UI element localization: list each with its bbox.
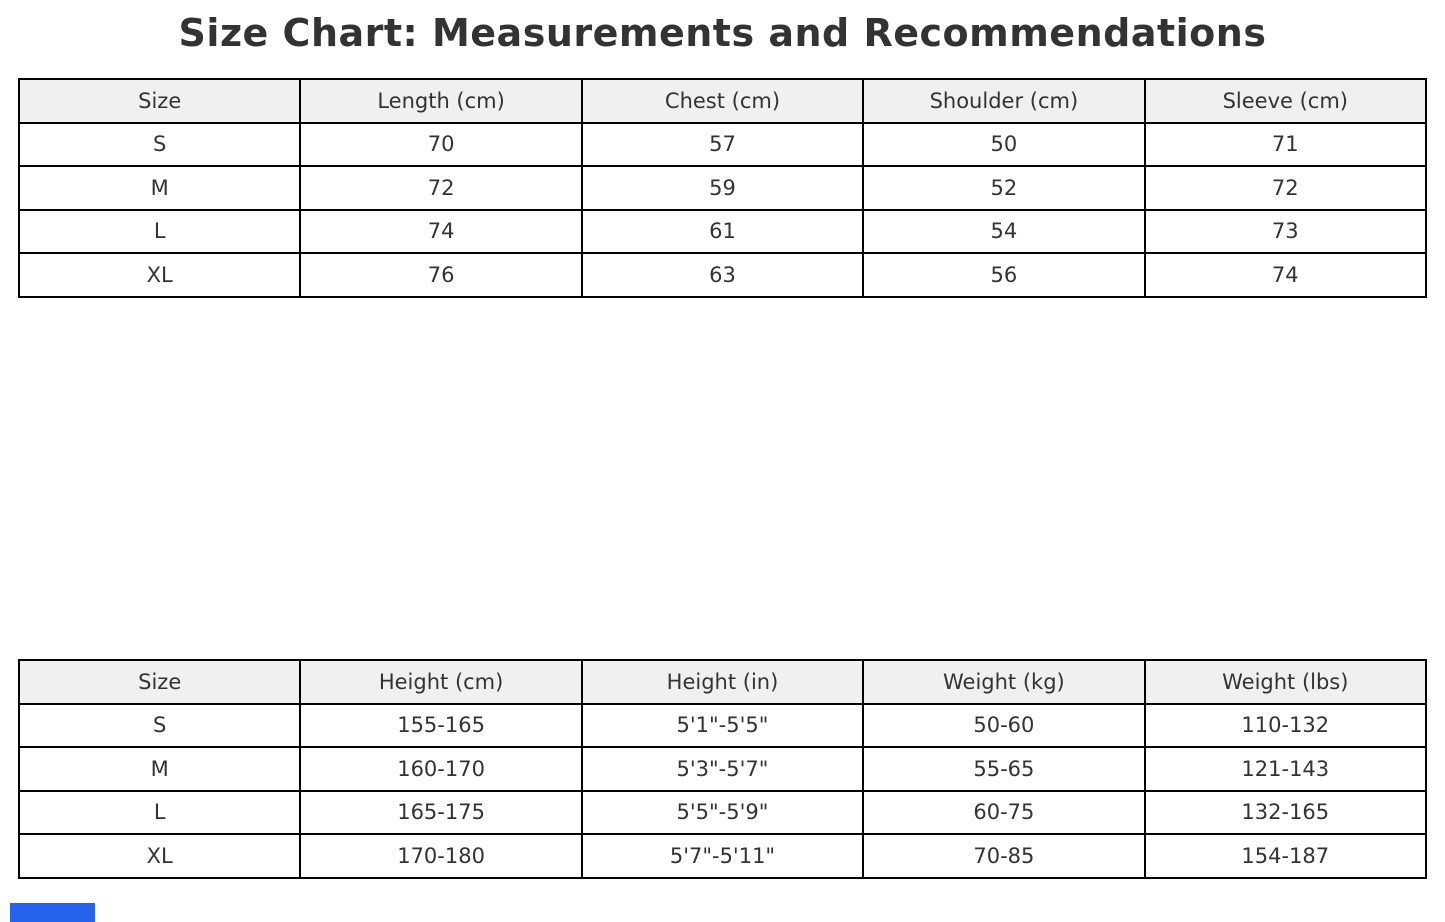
value-cell: 5'1"-5'5" — [580, 702, 865, 748]
value-cell: 55-65 — [862, 746, 1146, 792]
value-cell: 5'7"-5'11" — [580, 833, 865, 879]
column-header: Length (cm) — [299, 78, 583, 124]
value-cell: 170-180 — [299, 833, 583, 879]
value-cell: 155-165 — [299, 702, 583, 748]
value-cell: 63 — [580, 252, 865, 298]
value-cell: 5'3"-5'7" — [580, 746, 865, 792]
value-cell: 70-85 — [862, 833, 1146, 879]
value-cell: 57 — [580, 121, 865, 167]
column-header: Size — [17, 659, 302, 705]
column-header: Shoulder (cm) — [862, 78, 1146, 124]
value-cell: 76 — [299, 252, 583, 298]
bottom-accent-bar — [10, 903, 95, 922]
column-header: Height (cm) — [299, 659, 583, 705]
value-cell: 121-143 — [1143, 746, 1428, 792]
value-cell: 60-75 — [862, 789, 1146, 835]
value-cell: 59 — [580, 165, 865, 211]
table-row: M 72 59 52 72 — [17, 165, 1428, 211]
value-cell: 74 — [299, 208, 583, 254]
table-row: XL 76 63 56 74 — [17, 252, 1428, 298]
table-row: S 70 57 50 71 — [17, 121, 1428, 167]
value-cell: 56 — [862, 252, 1146, 298]
value-cell: 73 — [1143, 208, 1428, 254]
column-header: Height (in) — [580, 659, 865, 705]
size-cell: M — [17, 746, 302, 792]
value-cell: 71 — [1143, 121, 1428, 167]
table-row: M 160-170 5'3"-5'7" 55-65 121-143 — [17, 746, 1428, 792]
column-header: Chest (cm) — [580, 78, 865, 124]
size-cell: L — [17, 208, 302, 254]
column-header: Weight (kg) — [862, 659, 1146, 705]
size-cell: M — [17, 165, 302, 211]
table-row: L 165-175 5'5"-5'9" 60-75 132-165 — [17, 789, 1428, 835]
table-row: S 155-165 5'1"-5'5" 50-60 110-132 — [17, 702, 1428, 748]
value-cell: 52 — [862, 165, 1146, 211]
size-cell: S — [17, 702, 302, 748]
size-cell: XL — [17, 833, 302, 879]
page-title: Size Chart: Measurements and Recommendat… — [178, 11, 1267, 55]
size-cell: XL — [17, 252, 302, 298]
value-cell: 54 — [862, 208, 1146, 254]
value-cell: 70 — [299, 121, 583, 167]
value-cell: 160-170 — [299, 746, 583, 792]
column-header: Size — [17, 78, 302, 124]
value-cell: 110-132 — [1143, 702, 1428, 748]
value-cell: 74 — [1143, 252, 1428, 298]
value-cell: 165-175 — [299, 789, 583, 835]
value-cell: 50 — [862, 121, 1146, 167]
column-header: Weight (lbs) — [1143, 659, 1428, 705]
recommendations-table: Size Height (cm) Height (in) Weight (kg) Wei… — [17, 659, 1428, 879]
table-row: L 74 61 54 73 — [17, 208, 1428, 254]
value-cell: 132-165 — [1143, 789, 1428, 835]
column-header: Sleeve (cm) — [1143, 78, 1428, 124]
value-cell: 154-187 — [1143, 833, 1428, 879]
size-cell: L — [17, 789, 302, 835]
value-cell: 50-60 — [862, 702, 1146, 748]
value-cell: 72 — [1143, 165, 1428, 211]
value-cell: 72 — [299, 165, 583, 211]
table-row: XL 170-180 5'7"-5'11" 70-85 154-187 — [17, 833, 1428, 879]
header-row: Size Length (cm) Chest (cm) Shoulder (cm) Sl… — [17, 78, 1428, 124]
header-row: Size Height (cm) Height (in) Weight (kg) Wei… — [17, 659, 1428, 705]
size-cell: S — [17, 121, 302, 167]
measurements-table: Size Length (cm) Chest (cm) Shoulder (cm) Sl… — [17, 78, 1428, 298]
value-cell: 5'5"-5'9" — [580, 789, 865, 835]
value-cell: 61 — [580, 208, 865, 254]
